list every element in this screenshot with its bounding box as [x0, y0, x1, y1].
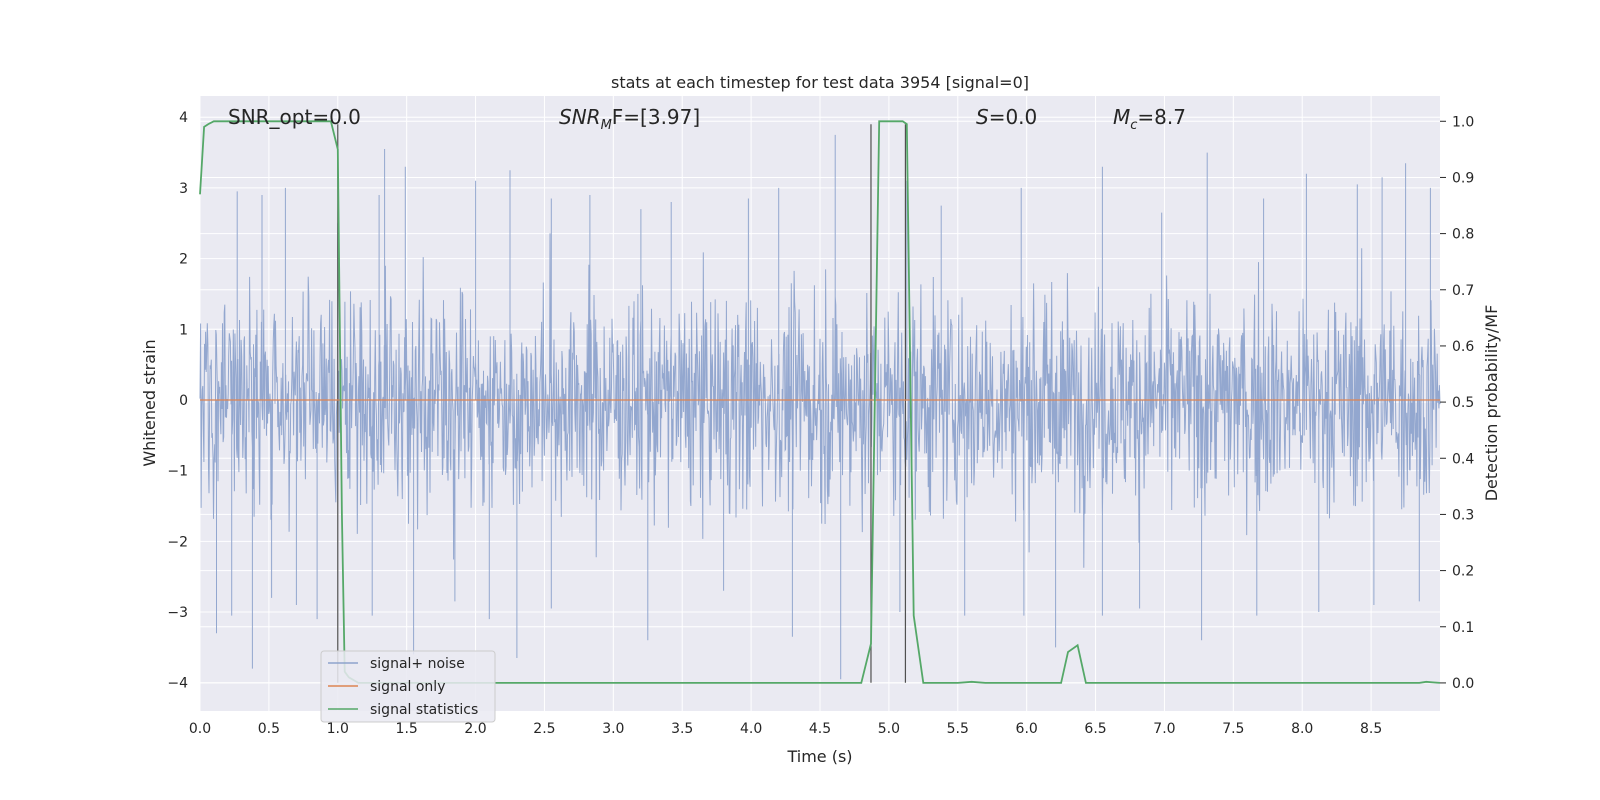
snr-mf-prefix: SNR: [559, 105, 601, 129]
signal-statistics-series: [199, 120, 1441, 684]
x-tick-label: 8.5: [1360, 721, 1382, 737]
y-tick-label: 1: [179, 322, 188, 338]
x-tick-label: 6.0: [1016, 721, 1038, 737]
y2-tick-label: 0.6: [1452, 339, 1474, 355]
y-tick-label: −4: [167, 676, 188, 692]
y-tick-label: −1: [167, 464, 188, 480]
snr-mf-subscript: M: [601, 118, 612, 133]
mc-subscript: c: [1130, 118, 1137, 133]
x-tick-label: 0.5: [258, 721, 280, 737]
x-tick-label: 5.0: [878, 721, 900, 737]
y-tick-label: 2: [179, 252, 188, 268]
x-tick-label: 0.0: [189, 721, 211, 737]
x-tick-label: 4.0: [740, 721, 762, 737]
y2-axis-label: Detection probability/MF: [1482, 305, 1501, 502]
y-tick-label: −3: [167, 605, 188, 621]
y2-tick-label: 0.7: [1452, 283, 1474, 299]
annotation-s: S=0.0: [976, 105, 1037, 129]
y2-tick-label: 1.0: [1452, 114, 1474, 130]
y2-tick-label: 0.8: [1452, 227, 1474, 243]
y2-tick-label: 0.3: [1452, 507, 1474, 523]
x-tick-label: 6.5: [1084, 721, 1106, 737]
legend-label-noise: signal+ noise: [370, 656, 465, 672]
chart-title: stats at each timestep for test data 395…: [611, 73, 1029, 92]
x-tick-label: 1.5: [396, 721, 418, 737]
legend-label-signal-statistics: signal statistics: [370, 702, 478, 718]
s-value: =0.0: [989, 105, 1038, 129]
tick-labels: 0.0 0.5 1.0 1.5 2.0 2.5 3.0 3.5 4.0 4.5 5.0 5.5 6.0 6…: [167, 110, 1474, 737]
x-tick-label: 7.5: [1222, 721, 1244, 737]
y-axis-label: Whitened strain: [140, 339, 159, 466]
snr-mf-value: F=[3.97]: [612, 105, 700, 129]
y-tick-label: 3: [179, 181, 188, 197]
annotation-snr-mf: SNRMF=[3.97]: [559, 105, 700, 133]
noise-series: [199, 134, 1441, 680]
y2-tick-label: 0.0: [1452, 676, 1474, 692]
mc-variable: M: [1113, 105, 1130, 129]
legend-box: [320, 650, 496, 723]
x-tick-label: 2.0: [464, 721, 486, 737]
y2-tick-label: 0.4: [1452, 451, 1474, 467]
x-tick-label: 3.0: [602, 721, 624, 737]
signal-statistics-line: [199, 120, 1441, 684]
y-tick-label: −2: [167, 534, 188, 550]
y2-tick-label: 0.2: [1452, 564, 1474, 580]
x-tick-label: 7.0: [1153, 721, 1175, 737]
y-tick-label: 0: [179, 393, 188, 409]
s-variable: S: [976, 105, 989, 129]
x-tick-label: 3.5: [671, 721, 693, 737]
annotation-snr-opt: SNR_opt=0.0: [228, 105, 361, 129]
x-axis-label: Time (s): [786, 747, 852, 766]
y2-tick-label: 0.5: [1452, 395, 1474, 411]
x-tick-label: 8.0: [1291, 721, 1313, 737]
y2-tick-label: 0.9: [1452, 170, 1474, 186]
noise-line: [199, 134, 1441, 680]
legend-label-signal-only: signal only: [370, 679, 445, 695]
x-tick-label: 2.5: [533, 721, 555, 737]
y2-tick-label: 0.1: [1452, 620, 1474, 636]
x-tick-label: 1.0: [327, 721, 349, 737]
x-tick-label: 5.5: [947, 721, 969, 737]
x-tick-label: 4.5: [809, 721, 831, 737]
mc-value: =8.7: [1137, 105, 1186, 129]
annotation-mc: Mc=8.7: [1113, 105, 1186, 133]
y-tick-label: 4: [179, 110, 188, 126]
legend: signal+ noise signal only signal statist…: [320, 650, 496, 723]
